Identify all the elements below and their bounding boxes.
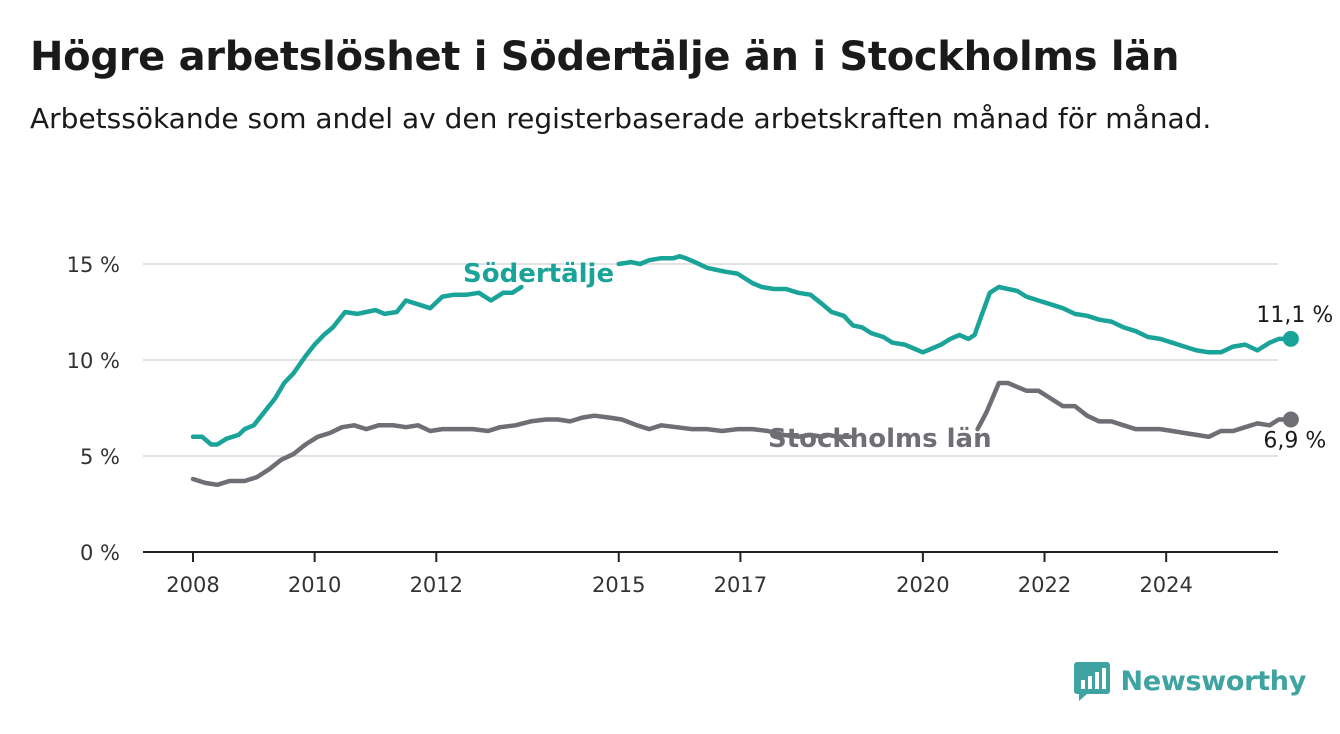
newsworthy-logo: Newsworthy	[1073, 660, 1306, 702]
series-end-label: 11,1 %	[1256, 303, 1333, 328]
y-tick-label: 5 %	[80, 445, 120, 469]
series-line	[190, 284, 524, 447]
series-labels: 11,1 % 6,9 % Södertälje Stockholms län	[463, 259, 1333, 454]
y-tick-label: 10 %	[67, 349, 120, 373]
series-label-sodertalje: Södertälje	[463, 259, 614, 289]
series-end-label: 6,9 %	[1263, 429, 1326, 454]
series-label-stockholms-lan: Stockholms län	[768, 424, 992, 454]
chart-title: Högre arbetslöshet i Södertälje än i Sto…	[30, 34, 1180, 80]
series-end-point	[1282, 411, 1299, 428]
x-axis: 2008 2010 2012 2015 2017 2020 2022 2024	[143, 551, 1278, 597]
series-lines	[190, 254, 1299, 488]
series-end-point	[1282, 330, 1299, 347]
x-tick-label: 2008	[166, 573, 219, 597]
gridlines	[143, 263, 1278, 457]
x-tick-label: 2022	[1018, 573, 1071, 597]
x-tick-label: 2024	[1139, 573, 1192, 597]
x-tick-label: 2010	[288, 573, 341, 597]
chart-subtitle: Arbetssökande som andel av den registerb…	[30, 102, 1212, 135]
y-tick-label: 15 %	[67, 253, 120, 277]
series-line	[975, 380, 1294, 440]
newsworthy-wordmark: Newsworthy	[1120, 665, 1307, 697]
x-tick-label: 2017	[714, 573, 767, 597]
series-line	[616, 254, 1294, 355]
y-axis-ticks: 0 % 5 % 10 % 15 %	[67, 253, 120, 565]
x-tick-label: 2015	[592, 573, 645, 597]
y-tick-label: 0 %	[80, 541, 120, 565]
x-tick-label: 2012	[410, 573, 463, 597]
x-tick-label: 2020	[896, 573, 949, 597]
series-line	[190, 413, 853, 488]
newsworthy-logo-icon	[1073, 662, 1110, 701]
